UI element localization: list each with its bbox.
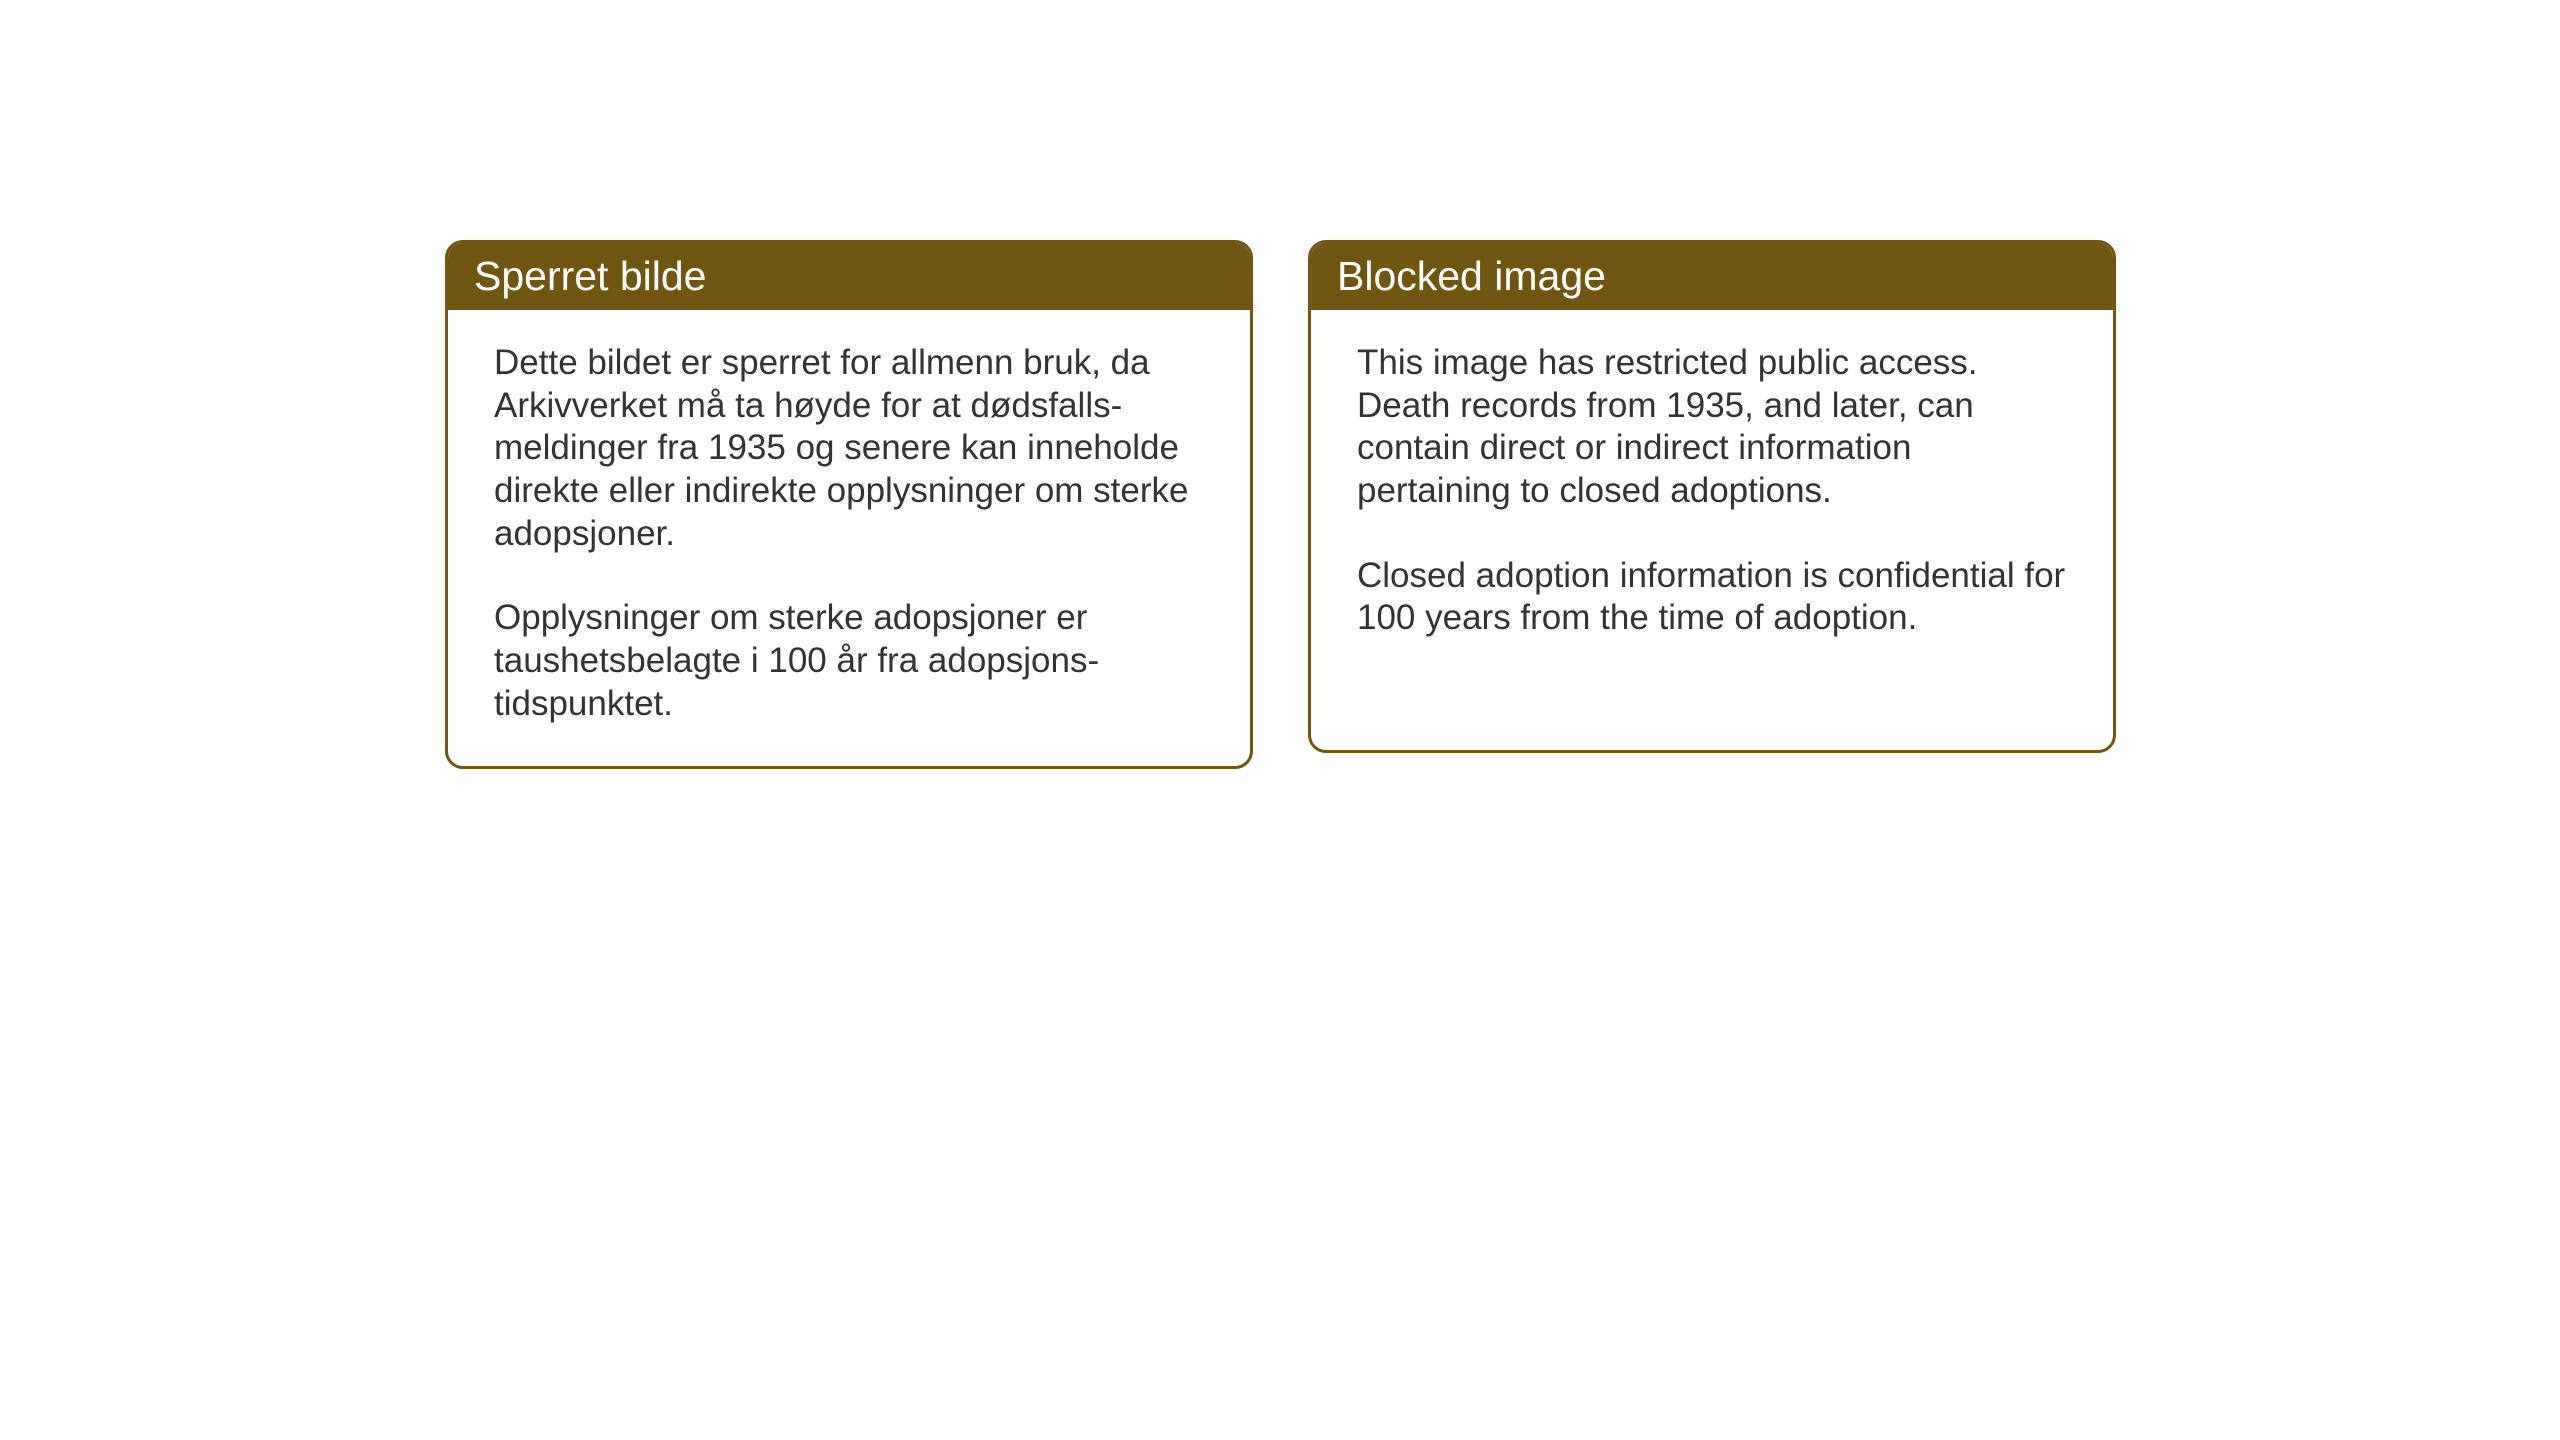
norwegian-card-body: Dette bildet er sperret for allmenn bruk… — [448, 310, 1250, 766]
english-card-title: Blocked image — [1337, 253, 1606, 299]
norwegian-card-title: Sperret bilde — [474, 253, 706, 299]
english-card-body: This image has restricted public access.… — [1311, 310, 2113, 680]
norwegian-paragraph-2: Opplysninger om sterke adopsjoner er tau… — [494, 597, 1204, 725]
english-card-header: Blocked image — [1311, 243, 2113, 310]
norwegian-notice-card: Sperret bilde Dette bildet er sperret fo… — [445, 240, 1253, 769]
norwegian-paragraph-1: Dette bildet er sperret for allmenn bruk… — [494, 342, 1204, 555]
norwegian-card-header: Sperret bilde — [448, 243, 1250, 310]
notice-cards-container: Sperret bilde Dette bildet er sperret fo… — [445, 240, 2560, 769]
english-paragraph-2: Closed adoption information is confident… — [1357, 555, 2067, 640]
english-notice-card: Blocked image This image has restricted … — [1308, 240, 2116, 753]
english-paragraph-1: This image has restricted public access.… — [1357, 342, 2067, 513]
